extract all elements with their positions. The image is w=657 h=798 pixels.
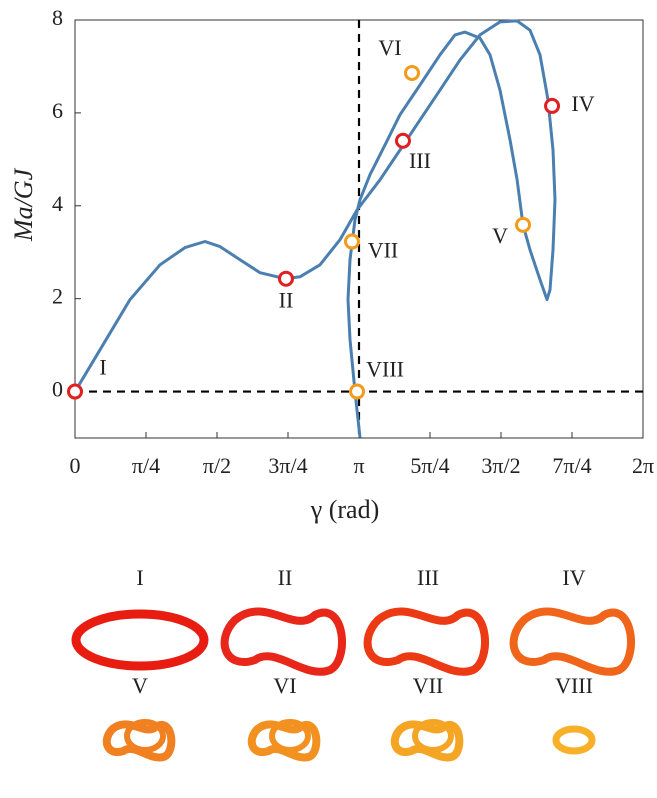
point-marker: [544, 97, 561, 114]
thumbnail-label: IV: [562, 565, 585, 590]
x-tick-label: π/4: [132, 453, 160, 478]
y-tick-label: 6: [52, 98, 63, 123]
point-marker: [343, 233, 360, 250]
x-tick-label: 3π/2: [481, 453, 520, 478]
ring-shape: [269, 719, 311, 753]
x-tick-label: 5π/4: [410, 453, 449, 478]
y-tick-label: 2: [52, 284, 63, 309]
y-tick-label: 8: [52, 5, 63, 30]
point-marker: [404, 64, 421, 81]
curve: [73, 19, 557, 438]
ring-shape: [71, 609, 209, 671]
y-tick-label: 0: [52, 377, 63, 402]
ring-shape: [363, 607, 489, 676]
x-tick-label: 3π/4: [268, 453, 307, 478]
x-axis-label: γ (rad): [310, 495, 380, 524]
thumbnail-label: VI: [273, 673, 296, 698]
ring-shape: [247, 720, 321, 762]
ring-shape: [412, 719, 454, 753]
thumbnail-label: VII: [413, 673, 444, 698]
point-label: VI: [378, 35, 401, 60]
y-tick-label: 4: [52, 191, 63, 216]
thumbnail-label: III: [417, 565, 439, 590]
ring-shape: [102, 720, 176, 762]
x-tick-label: π/2: [203, 453, 231, 478]
x-tick-label: 7π/4: [552, 453, 591, 478]
ring-shape: [220, 607, 346, 676]
point-label: IV: [571, 91, 594, 116]
point-label: V: [492, 223, 508, 248]
thumbnail-label: II: [278, 565, 293, 590]
x-tick-label: 0: [70, 453, 81, 478]
x-tick-label: 2π: [632, 453, 654, 478]
ring-shape: [552, 725, 596, 755]
thumbnail-label: V: [132, 673, 148, 698]
point-label: VIII: [366, 357, 404, 382]
ring-shape: [124, 719, 166, 753]
thumbnail-label: VIII: [555, 673, 593, 698]
ring-shape: [509, 607, 635, 676]
point-label: VII: [368, 238, 399, 263]
point-marker: [515, 216, 532, 233]
point-label: II: [279, 288, 294, 313]
thumbnail-label: I: [136, 565, 143, 590]
point-label: III: [409, 148, 431, 173]
point-marker: [277, 270, 294, 287]
point-marker: [67, 383, 83, 400]
point-marker: [349, 383, 366, 400]
point-marker: [394, 132, 411, 149]
x-tick-label: π: [353, 453, 364, 478]
ring-shape: [390, 720, 464, 762]
point-label: I: [99, 355, 106, 380]
y-axis-label: Ma/GJ: [9, 167, 38, 242]
